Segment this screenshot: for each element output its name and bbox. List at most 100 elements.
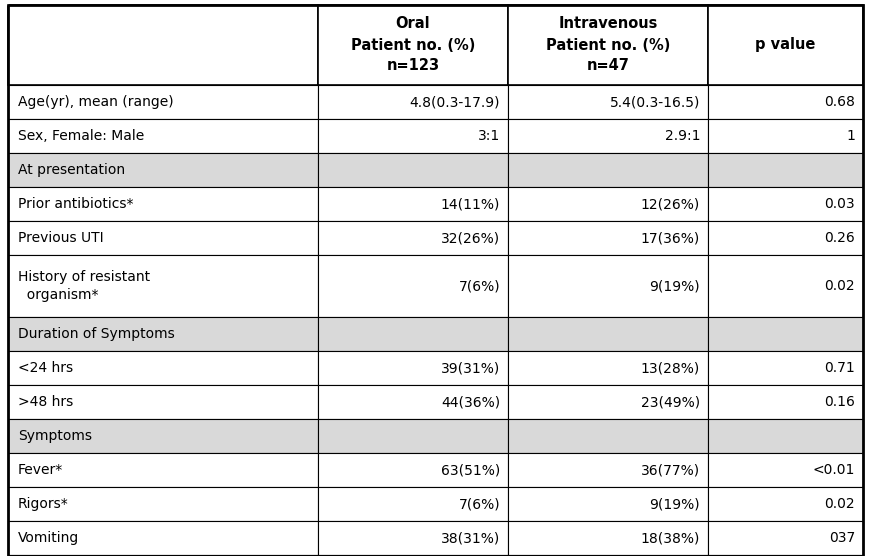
Text: 63(51%): 63(51%) <box>441 463 500 477</box>
Text: 0.68: 0.68 <box>824 95 855 109</box>
Text: Oral
Patient no. (%)
n=123: Oral Patient no. (%) n=123 <box>351 17 475 73</box>
Text: 0.02: 0.02 <box>824 279 855 293</box>
Text: Age(yr), mean (range): Age(yr), mean (range) <box>18 95 174 109</box>
Text: 9(19%): 9(19%) <box>650 279 700 293</box>
Bar <box>318 5 508 85</box>
Bar <box>8 5 318 85</box>
Bar <box>508 385 708 419</box>
Bar <box>708 317 863 351</box>
Bar <box>708 453 863 487</box>
Bar <box>318 255 508 317</box>
Bar <box>708 555 863 556</box>
Text: History of resistant
  organism*: History of resistant organism* <box>18 270 150 302</box>
Text: Intravenous
Patient no. (%)
n=47: Intravenous Patient no. (%) n=47 <box>546 17 670 73</box>
Text: 39(31%): 39(31%) <box>441 361 500 375</box>
Bar <box>508 419 708 453</box>
Text: 0.16: 0.16 <box>824 395 855 409</box>
Text: 7(6%): 7(6%) <box>458 497 500 511</box>
Text: 17(36%): 17(36%) <box>641 231 700 245</box>
Text: Rigors*: Rigors* <box>18 497 69 511</box>
Bar <box>318 85 508 119</box>
Bar <box>708 419 863 453</box>
Text: 0.02: 0.02 <box>824 497 855 511</box>
Bar <box>708 255 863 317</box>
Text: At presentation: At presentation <box>18 163 125 177</box>
Text: 9(19%): 9(19%) <box>650 497 700 511</box>
Text: 4.8(0.3-17.9): 4.8(0.3-17.9) <box>410 95 500 109</box>
Text: 32(26%): 32(26%) <box>441 231 500 245</box>
Text: 18(38%): 18(38%) <box>641 531 700 545</box>
Bar <box>8 385 318 419</box>
Bar <box>708 221 863 255</box>
Bar <box>318 385 508 419</box>
Bar <box>508 187 708 221</box>
Bar <box>318 317 508 351</box>
Text: 12(26%): 12(26%) <box>641 197 700 211</box>
Text: <0.01: <0.01 <box>813 463 855 477</box>
Bar <box>508 221 708 255</box>
Text: Previous UTI: Previous UTI <box>18 231 103 245</box>
Bar <box>8 317 318 351</box>
Bar <box>508 351 708 385</box>
Bar <box>508 153 708 187</box>
Bar <box>708 119 863 153</box>
Bar <box>8 521 318 555</box>
Bar <box>318 351 508 385</box>
Bar <box>508 317 708 351</box>
Bar <box>318 419 508 453</box>
Bar <box>8 85 318 119</box>
Bar <box>8 555 318 556</box>
Text: Prior antibiotics*: Prior antibiotics* <box>18 197 134 211</box>
Bar <box>318 119 508 153</box>
Bar <box>318 453 508 487</box>
Bar <box>8 187 318 221</box>
Bar <box>318 153 508 187</box>
Bar <box>318 521 508 555</box>
Text: 14(11%): 14(11%) <box>441 197 500 211</box>
Text: Fever*: Fever* <box>18 463 63 477</box>
Bar <box>708 85 863 119</box>
Text: 23(49%): 23(49%) <box>641 395 700 409</box>
Bar <box>318 555 508 556</box>
Bar <box>318 221 508 255</box>
Bar <box>8 419 318 453</box>
Text: 3:1: 3:1 <box>478 129 500 143</box>
Bar <box>708 385 863 419</box>
Bar <box>708 521 863 555</box>
Text: 36(77%): 36(77%) <box>641 463 700 477</box>
Bar <box>708 351 863 385</box>
Bar <box>708 187 863 221</box>
Bar <box>8 119 318 153</box>
Bar <box>708 153 863 187</box>
Text: <24 hrs: <24 hrs <box>18 361 73 375</box>
Text: 44(36%): 44(36%) <box>441 395 500 409</box>
Bar <box>508 119 708 153</box>
Bar <box>508 555 708 556</box>
Bar <box>8 221 318 255</box>
Text: 1: 1 <box>846 129 855 143</box>
Text: 5.4(0.3-16.5): 5.4(0.3-16.5) <box>609 95 700 109</box>
Bar <box>508 255 708 317</box>
Bar <box>318 487 508 521</box>
Bar <box>8 351 318 385</box>
Bar <box>508 453 708 487</box>
Text: 7(6%): 7(6%) <box>458 279 500 293</box>
Text: 0.71: 0.71 <box>824 361 855 375</box>
Text: p value: p value <box>756 37 815 52</box>
Bar <box>708 5 863 85</box>
Text: Duration of Symptoms: Duration of Symptoms <box>18 327 175 341</box>
Bar <box>508 487 708 521</box>
Text: 38(31%): 38(31%) <box>441 531 500 545</box>
Text: 037: 037 <box>829 531 855 545</box>
Bar <box>508 85 708 119</box>
Text: 0.03: 0.03 <box>824 197 855 211</box>
Text: Symptoms: Symptoms <box>18 429 92 443</box>
Text: 13(28%): 13(28%) <box>641 361 700 375</box>
Bar <box>318 187 508 221</box>
Text: 0.26: 0.26 <box>824 231 855 245</box>
Text: >48 hrs: >48 hrs <box>18 395 73 409</box>
Text: Vomiting: Vomiting <box>18 531 79 545</box>
Bar <box>8 453 318 487</box>
Bar <box>8 153 318 187</box>
Bar <box>8 487 318 521</box>
